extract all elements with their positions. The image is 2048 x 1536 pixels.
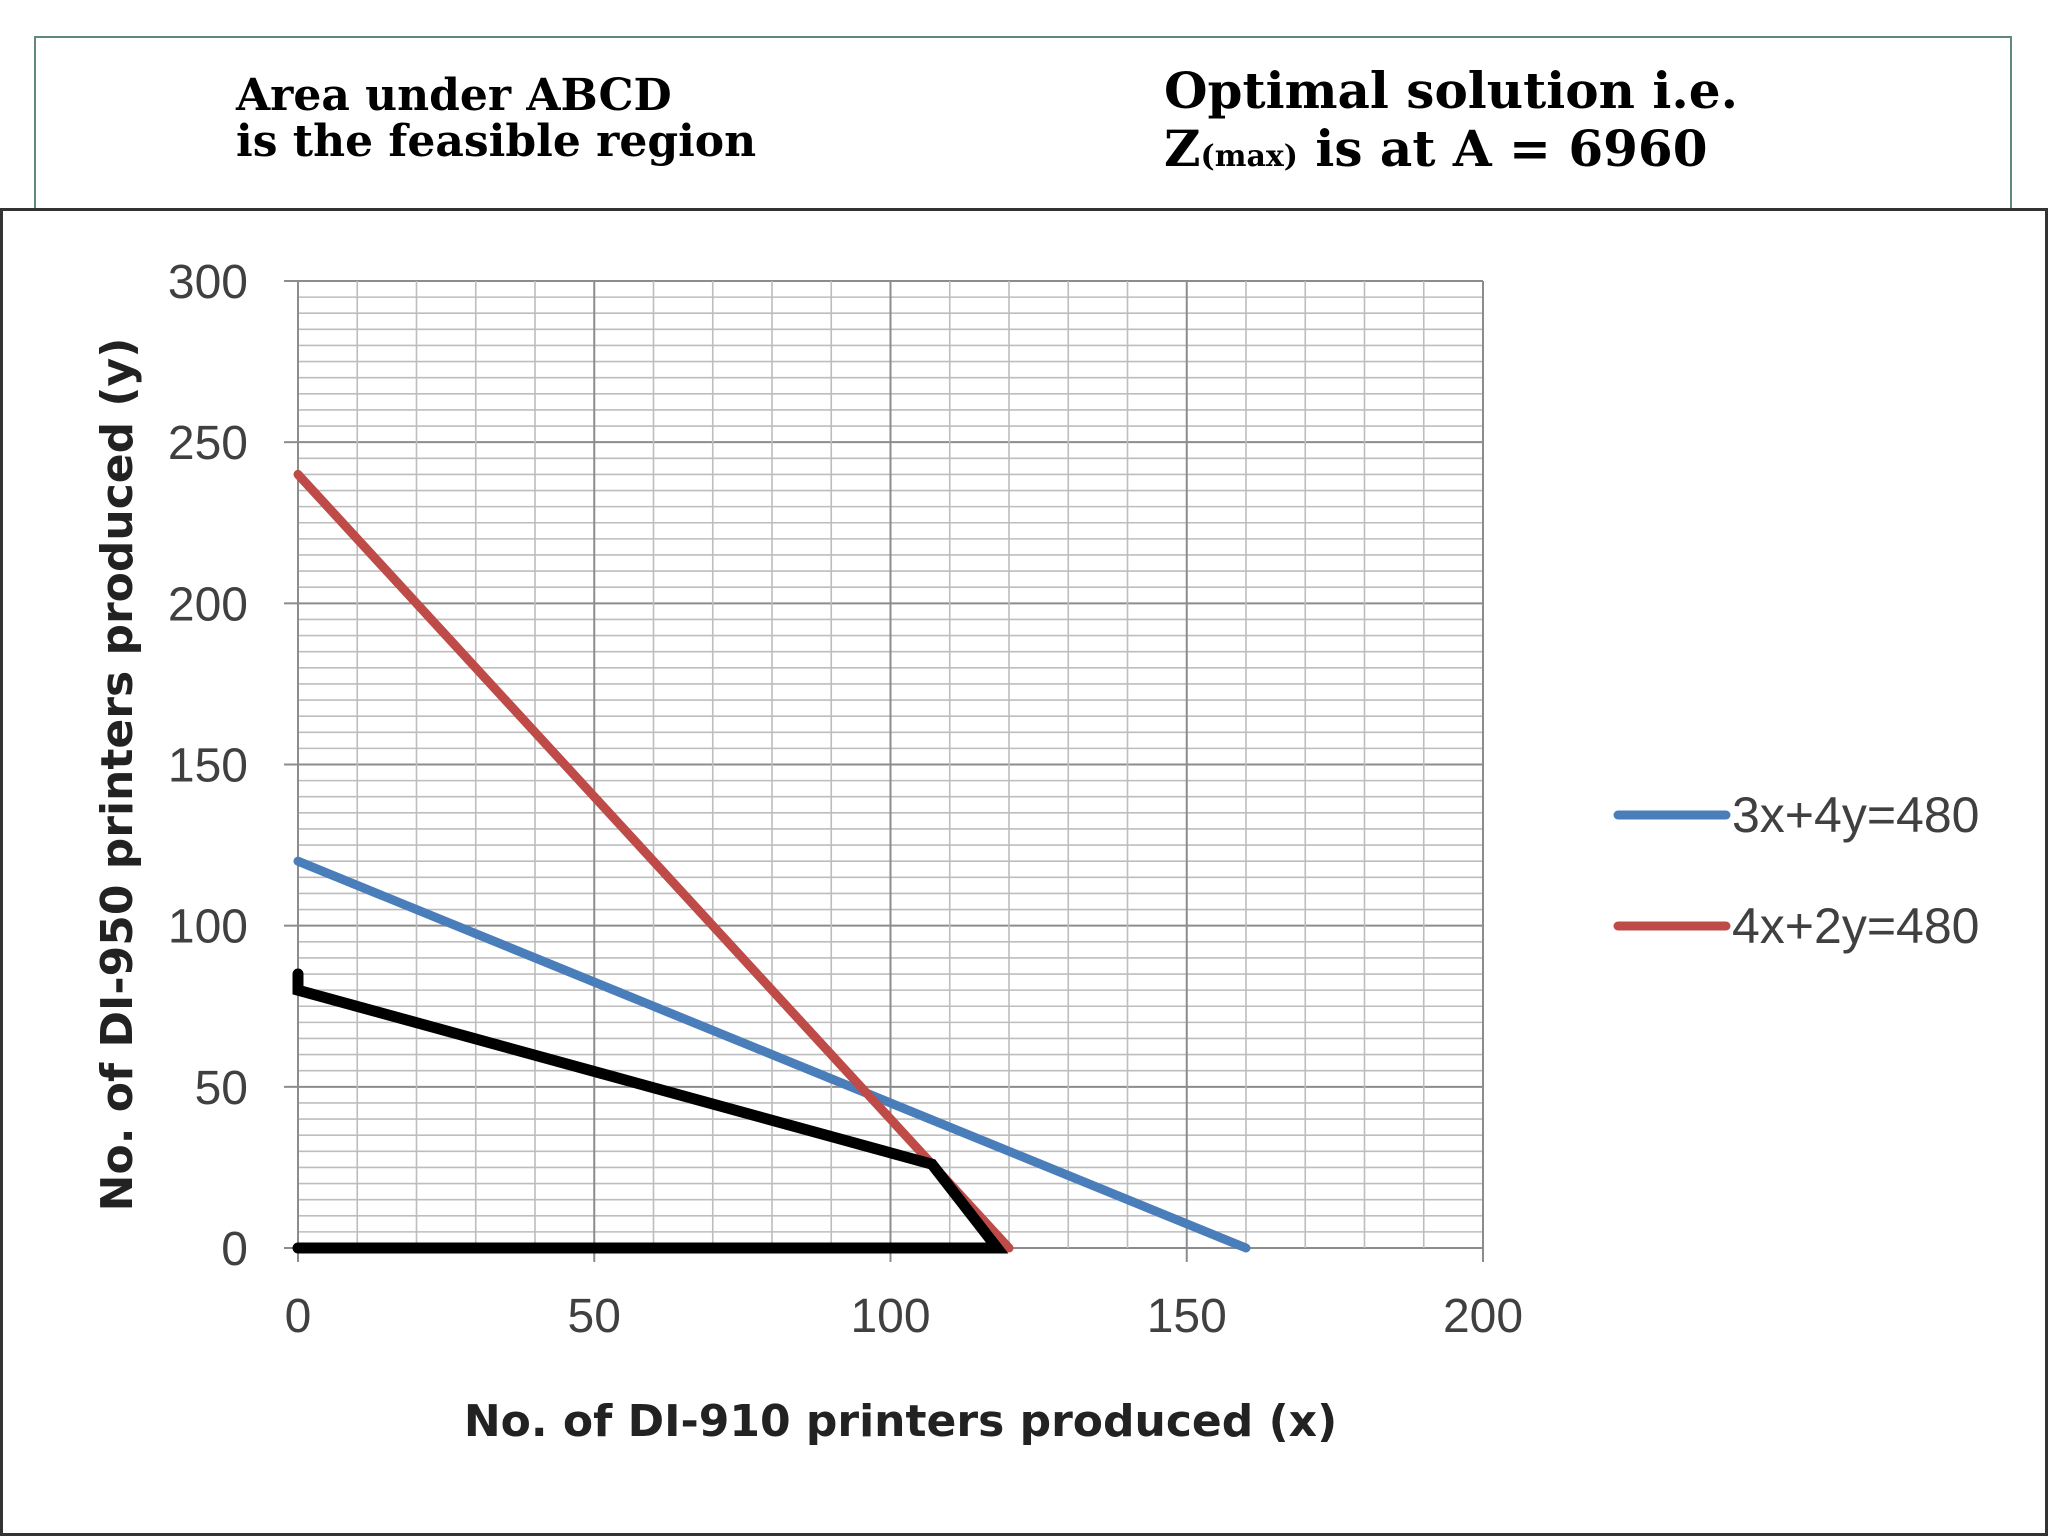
feasible-region-outline	[292, 968, 1009, 1254]
x-tick-label: 50	[568, 1290, 621, 1343]
legend-label-2: 4x+2y=480	[1732, 898, 1979, 954]
y-tick-label: 0	[221, 1223, 248, 1276]
x-tick-label: 200	[1443, 1290, 1523, 1343]
optimal-value-text: is at A = 6960	[1297, 119, 1708, 178]
optimal-note-line1: Optimal solution i.e.	[1164, 61, 1738, 120]
y-tick-label: 100	[168, 901, 248, 954]
y-axis-title: No. of DI-950 printers produced (y)	[92, 338, 143, 1212]
feasible-note-line2: is the feasible region	[236, 116, 757, 167]
x-tick-label: 100	[850, 1290, 930, 1343]
y-tick-label: 150	[168, 740, 248, 793]
y-tick-label: 50	[195, 1062, 248, 1115]
y-tick-label: 250	[168, 417, 248, 470]
x-tick-label: 0	[285, 1290, 312, 1343]
x-axis-title: No. of DI-910 printers produced (x)	[464, 1396, 1337, 1447]
feasible-note-line1: Area under ABCD	[236, 70, 672, 121]
z-symbol: Z	[1164, 119, 1201, 178]
y-tick-label: 200	[168, 578, 248, 631]
feasible-region	[292, 968, 1009, 1254]
feasible-region-note: Area under ABCD is the feasible region	[236, 74, 756, 166]
grid-lines	[284, 280, 1484, 1262]
series-lines	[293, 469, 1251, 1253]
series-line-2	[293, 469, 1014, 1253]
optimal-note-line2: Z(max) is at A = 6960	[1164, 124, 1738, 182]
tick-labels: 0 50 100 150 200 0 50 100 150 200 250 300	[168, 256, 1523, 1343]
y-tick-label: 300	[168, 256, 248, 309]
z-subscript: (max)	[1200, 139, 1298, 174]
optimal-solution-note: Optimal solution i.e. Z(max) is at A = 6…	[1164, 66, 1738, 182]
legend-label-1: 3x+4y=480	[1732, 787, 1979, 843]
series-line-1	[293, 856, 1251, 1253]
legend: 3x+4y=480 4x+2y=480	[1613, 787, 1979, 954]
chart-frame	[0, 208, 2048, 1536]
header-box	[34, 36, 2012, 218]
x-tick-label: 150	[1147, 1290, 1227, 1343]
